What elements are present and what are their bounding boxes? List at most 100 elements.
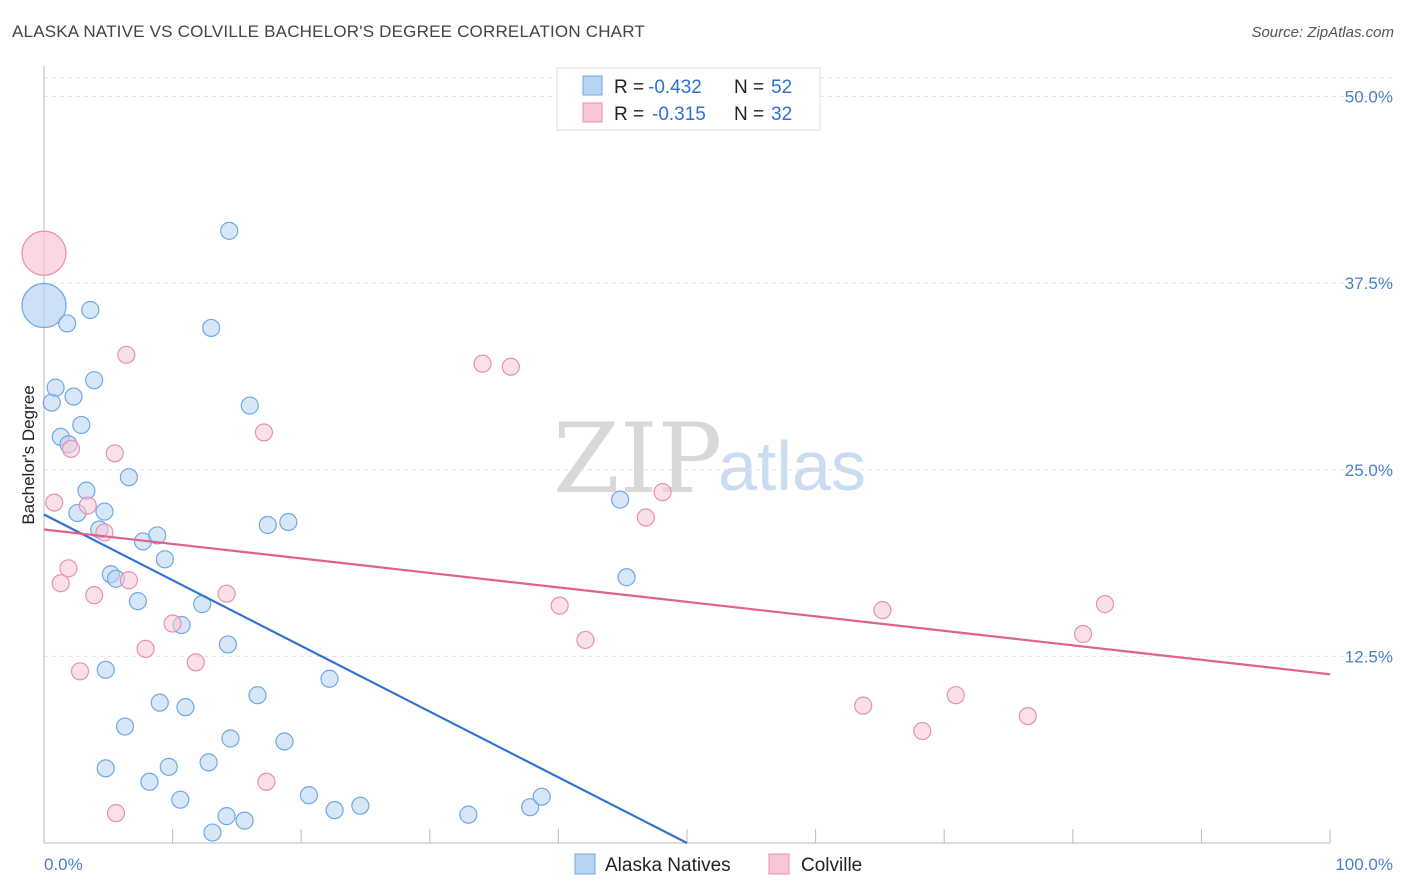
point-alaska-natives xyxy=(176,698,195,717)
point-alaska-natives xyxy=(218,635,237,654)
point-colville xyxy=(117,345,136,364)
point-alaska-natives xyxy=(128,592,147,611)
point-colville xyxy=(51,574,70,593)
point-colville xyxy=(95,523,114,542)
x-tick-label-max: 100.0% xyxy=(1335,855,1393,874)
watermark-atlas: atlas xyxy=(718,427,866,505)
point-alaska-natives xyxy=(171,790,190,809)
point-alaska-natives xyxy=(21,282,67,329)
point-alaska-natives xyxy=(275,732,294,751)
data-points xyxy=(21,221,1115,842)
legend-label-alaska-natives: Alaska Natives xyxy=(605,855,731,876)
point-alaska-natives xyxy=(199,753,218,772)
series-legend: Alaska Natives Colville xyxy=(574,853,862,876)
point-colville xyxy=(45,493,64,512)
point-alaska-natives xyxy=(203,823,222,842)
point-colville xyxy=(854,696,873,715)
point-colville xyxy=(636,508,655,527)
watermark-zip: ZIP xyxy=(553,403,722,515)
point-alaska-natives xyxy=(299,786,319,805)
gridlines xyxy=(44,77,1394,657)
point-alaska-natives xyxy=(351,796,370,815)
point-alaska-natives xyxy=(72,415,91,435)
y-axis-title: Bachelor's Degree xyxy=(19,385,38,524)
point-colville xyxy=(550,596,569,615)
point-colville xyxy=(1018,706,1037,726)
legend-swatch-colville xyxy=(768,853,790,875)
point-alaska-natives xyxy=(221,729,240,748)
point-alaska-natives xyxy=(159,757,178,776)
trend-line-alaska-natives xyxy=(43,513,688,844)
point-colville xyxy=(473,354,492,373)
stats-n-label-alaska: N = xyxy=(734,77,764,98)
point-alaska-natives xyxy=(42,393,61,412)
point-alaska-natives xyxy=(119,468,138,487)
point-colville xyxy=(21,230,67,276)
point-alaska-natives xyxy=(240,396,259,415)
point-alaska-natives xyxy=(248,686,267,705)
point-alaska-natives xyxy=(148,526,167,545)
stats-r-value-alaska: -0.432 xyxy=(648,77,702,98)
y-tick-label: 50.0% xyxy=(1345,88,1393,107)
x-tick-label-min: 0.0% xyxy=(44,855,83,874)
point-colville xyxy=(946,686,965,705)
point-colville xyxy=(1095,595,1115,614)
point-alaska-natives xyxy=(202,318,221,338)
stats-n-label-colville: N = xyxy=(734,104,764,125)
point-colville xyxy=(61,439,81,458)
point-alaska-natives xyxy=(459,805,478,824)
legend-swatch-alaska-natives xyxy=(574,853,596,875)
point-colville xyxy=(217,584,236,603)
point-colville xyxy=(913,721,932,741)
point-colville xyxy=(105,444,124,463)
point-alaska-natives xyxy=(279,512,298,532)
point-colville xyxy=(85,586,104,605)
point-alaska-natives xyxy=(155,550,174,569)
point-alaska-natives xyxy=(611,490,630,509)
point-colville xyxy=(78,496,97,515)
stats-legend: R = -0.432 N = 52 R = -0.315 N = 32 xyxy=(556,67,821,131)
point-alaska-natives xyxy=(46,378,65,397)
y-tick-label: 12.5% xyxy=(1345,647,1393,666)
point-colville xyxy=(163,614,182,633)
stats-n-value-alaska: 52 xyxy=(771,77,792,98)
point-alaska-natives xyxy=(217,807,236,826)
point-colville xyxy=(119,571,138,590)
chart-title: ALASKA NATIVE VS COLVILLE BACHELOR'S DEG… xyxy=(12,22,645,41)
point-colville xyxy=(501,357,520,376)
point-alaska-natives xyxy=(617,568,636,587)
trend-line-colville xyxy=(43,528,1331,676)
point-alaska-natives xyxy=(64,387,83,406)
stats-legend-swatch-colville xyxy=(582,102,603,123)
point-alaska-natives xyxy=(150,693,169,712)
point-colville xyxy=(576,630,595,650)
point-alaska-natives xyxy=(81,300,100,320)
point-alaska-natives xyxy=(532,787,551,806)
point-alaska-natives xyxy=(320,669,339,688)
point-colville xyxy=(186,653,205,672)
point-alaska-natives xyxy=(58,314,77,333)
point-alaska-natives xyxy=(95,502,114,521)
point-alaska-natives xyxy=(85,371,104,390)
point-alaska-natives xyxy=(235,811,254,830)
point-alaska-natives xyxy=(258,515,277,535)
point-colville xyxy=(136,639,155,659)
point-colville xyxy=(653,483,672,502)
point-colville xyxy=(106,804,126,823)
point-alaska-natives xyxy=(521,798,540,817)
point-colville xyxy=(59,559,78,578)
point-alaska-natives xyxy=(96,660,115,679)
legend-label-colville: Colville xyxy=(801,855,862,876)
point-colville xyxy=(873,600,892,620)
stats-r-label-alaska: R = xyxy=(614,77,644,98)
trend-lines xyxy=(43,513,1331,844)
chart-source: Source: ZipAtlas.com xyxy=(1251,24,1394,41)
point-colville xyxy=(254,423,274,442)
point-colville xyxy=(257,772,276,791)
point-alaska-natives xyxy=(140,772,159,791)
stats-n-value-colville: 32 xyxy=(771,104,792,125)
y-tick-label: 25.0% xyxy=(1345,461,1393,480)
point-alaska-natives xyxy=(220,221,239,240)
stats-r-value-colville: -0.315 xyxy=(652,104,706,125)
